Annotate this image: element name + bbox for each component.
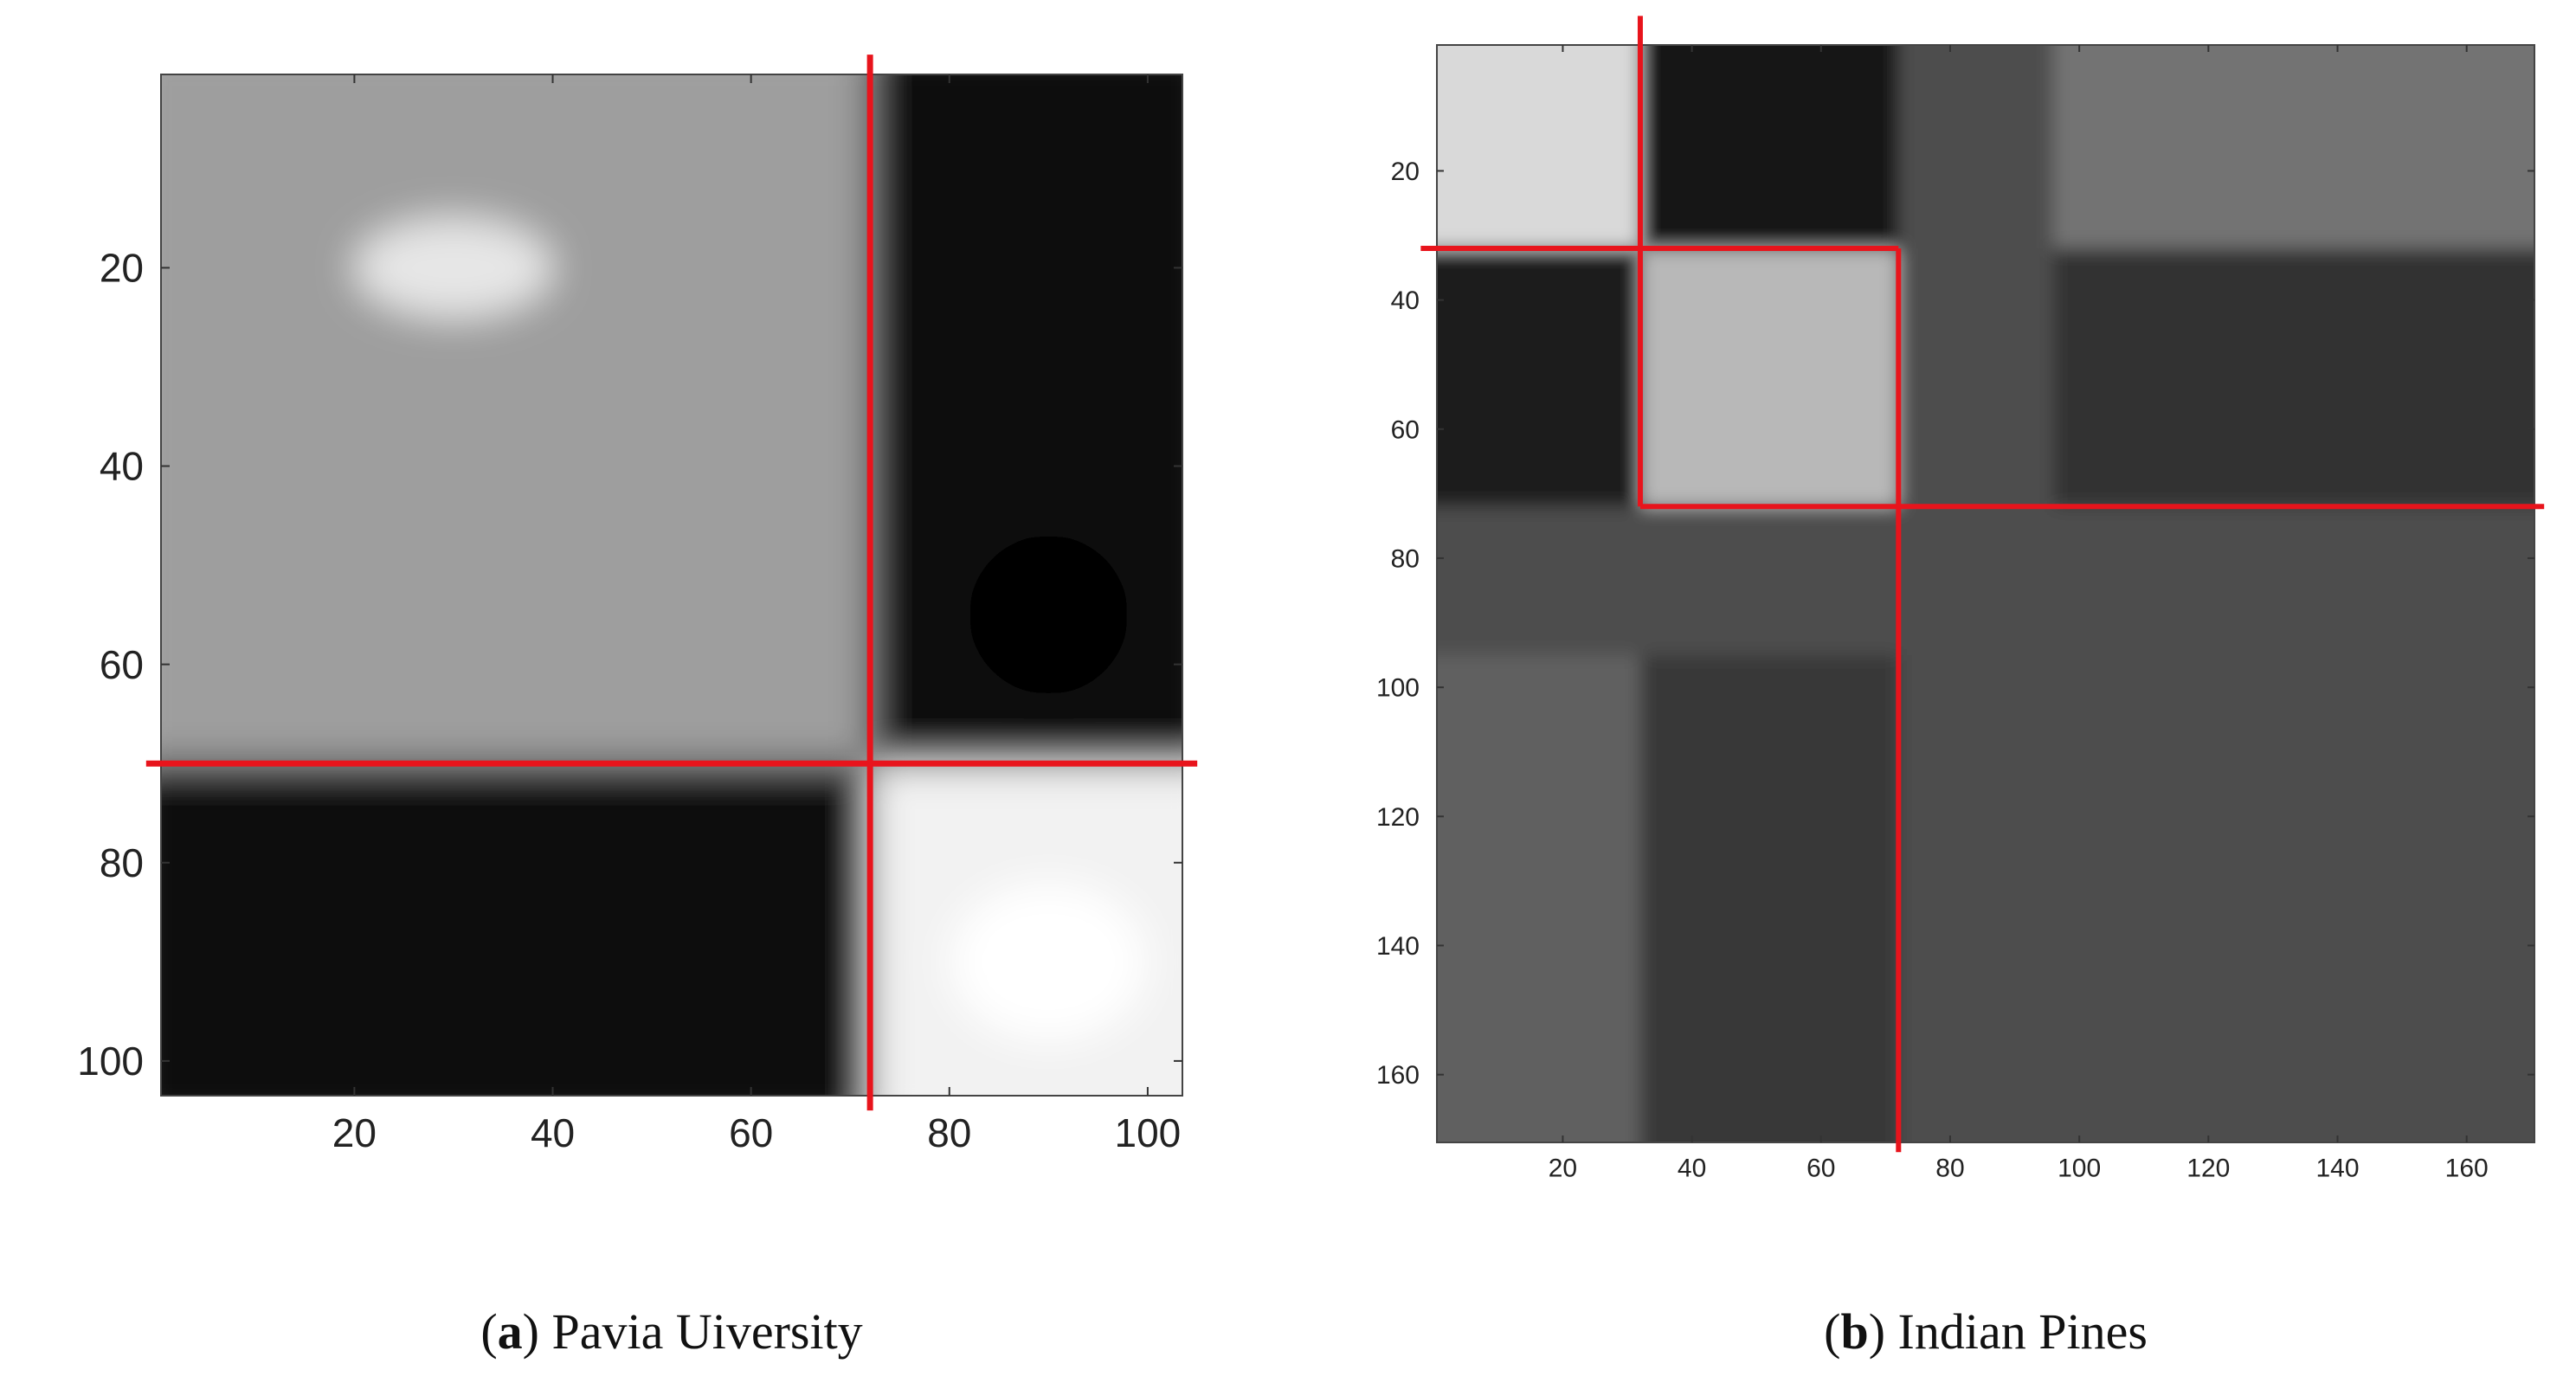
y-tick-label: 20	[100, 245, 144, 290]
heatmap-block-2	[161, 763, 871, 1096]
caption-b: (b) Indian Pines	[1824, 1303, 2148, 1360]
x-tick-label: 20	[332, 1110, 377, 1155]
heatmap-a-blur-layer	[161, 74, 1182, 1096]
heatmap-block-0	[1437, 45, 1640, 248]
x-tick-label: 120	[2186, 1155, 2230, 1183]
heatmap-highlight-1	[949, 882, 1148, 1041]
caption-b-letter: b	[1840, 1303, 1868, 1360]
heatmap-block-1	[1639, 45, 1899, 248]
y-tick-label: 80	[100, 840, 144, 885]
heatmap-b-ticks: 20 40 60 80 100 120 140 160 20 40 60 80 100 120 140 160	[1376, 45, 2534, 1183]
x-tick-label: 80	[927, 1110, 971, 1155]
heatmap-panel-b: 20 40 60 80 100 120 140 160 20 40 60 80 100 120 140 160…	[1376, 16, 2545, 1360]
heatmap-b-frame	[1436, 44, 2535, 1143]
y-tick-label: 60	[100, 642, 144, 687]
y-tick-label: 120	[1376, 803, 1420, 832]
heatmap-a-frame	[160, 74, 1183, 1097]
caption-a: (a) Pavia Uiversity	[480, 1303, 862, 1360]
heatmap-block-3	[1639, 248, 1899, 507]
x-tick-label: 60	[1806, 1155, 1835, 1183]
y-tick-label: 40	[100, 444, 144, 489]
heatmap-block-5	[2053, 248, 2534, 507]
x-tick-label: 40	[1678, 1155, 1706, 1183]
x-tick-label: 100	[2058, 1155, 2101, 1183]
x-tick-label: 80	[1935, 1155, 1964, 1183]
heatmap-b-partition-lines	[1420, 16, 2545, 1153]
heatmap-block-4	[2053, 45, 2534, 248]
heatmap-a-ticks: 20 40 60 80 100 20 40 60 80 100	[77, 74, 1182, 1155]
y-tick-label: 20	[1391, 158, 1420, 186]
caption-a-text: Pavia Uiversity	[551, 1303, 862, 1360]
x-tick-label: 160	[2445, 1155, 2489, 1183]
heatmap-highlight-0	[354, 218, 553, 318]
caption-b-text: Indian Pines	[1898, 1303, 2148, 1360]
caption-a-letter: a	[498, 1303, 523, 1360]
y-tick-label: 80	[1391, 544, 1420, 573]
x-tick-label: 140	[2315, 1155, 2359, 1183]
x-tick-label: 60	[729, 1110, 773, 1155]
heatmap-block-0	[161, 74, 871, 764]
y-tick-label: 140	[1376, 932, 1420, 961]
y-tick-label: 60	[1391, 415, 1420, 444]
y-tick-label: 160	[1376, 1061, 1420, 1090]
heatmap-b-blur-layer	[1437, 45, 2534, 1142]
y-tick-label: 100	[77, 1039, 144, 1084]
heatmap-highlight-2	[969, 535, 1128, 695]
x-tick-label: 20	[1549, 1155, 1577, 1183]
heatmap-a-partition-lines	[145, 55, 1198, 1111]
x-tick-label: 40	[531, 1110, 575, 1155]
heatmap-block-2	[1437, 248, 1640, 507]
heatmap-block-7	[1639, 654, 1899, 1142]
heatmap-b-cells	[1437, 45, 2534, 1142]
heatmap-a-cells	[161, 74, 1182, 1096]
y-tick-label: 40	[1391, 286, 1420, 315]
x-tick-label: 100	[1115, 1110, 1182, 1155]
heatmap-block-6	[1437, 654, 1640, 1142]
heatmap-panel-a: 20 40 60 80 100 20 40 60 80 100 (a) Pavia Uiversi…	[77, 55, 1198, 1360]
y-tick-label: 100	[1376, 674, 1420, 703]
